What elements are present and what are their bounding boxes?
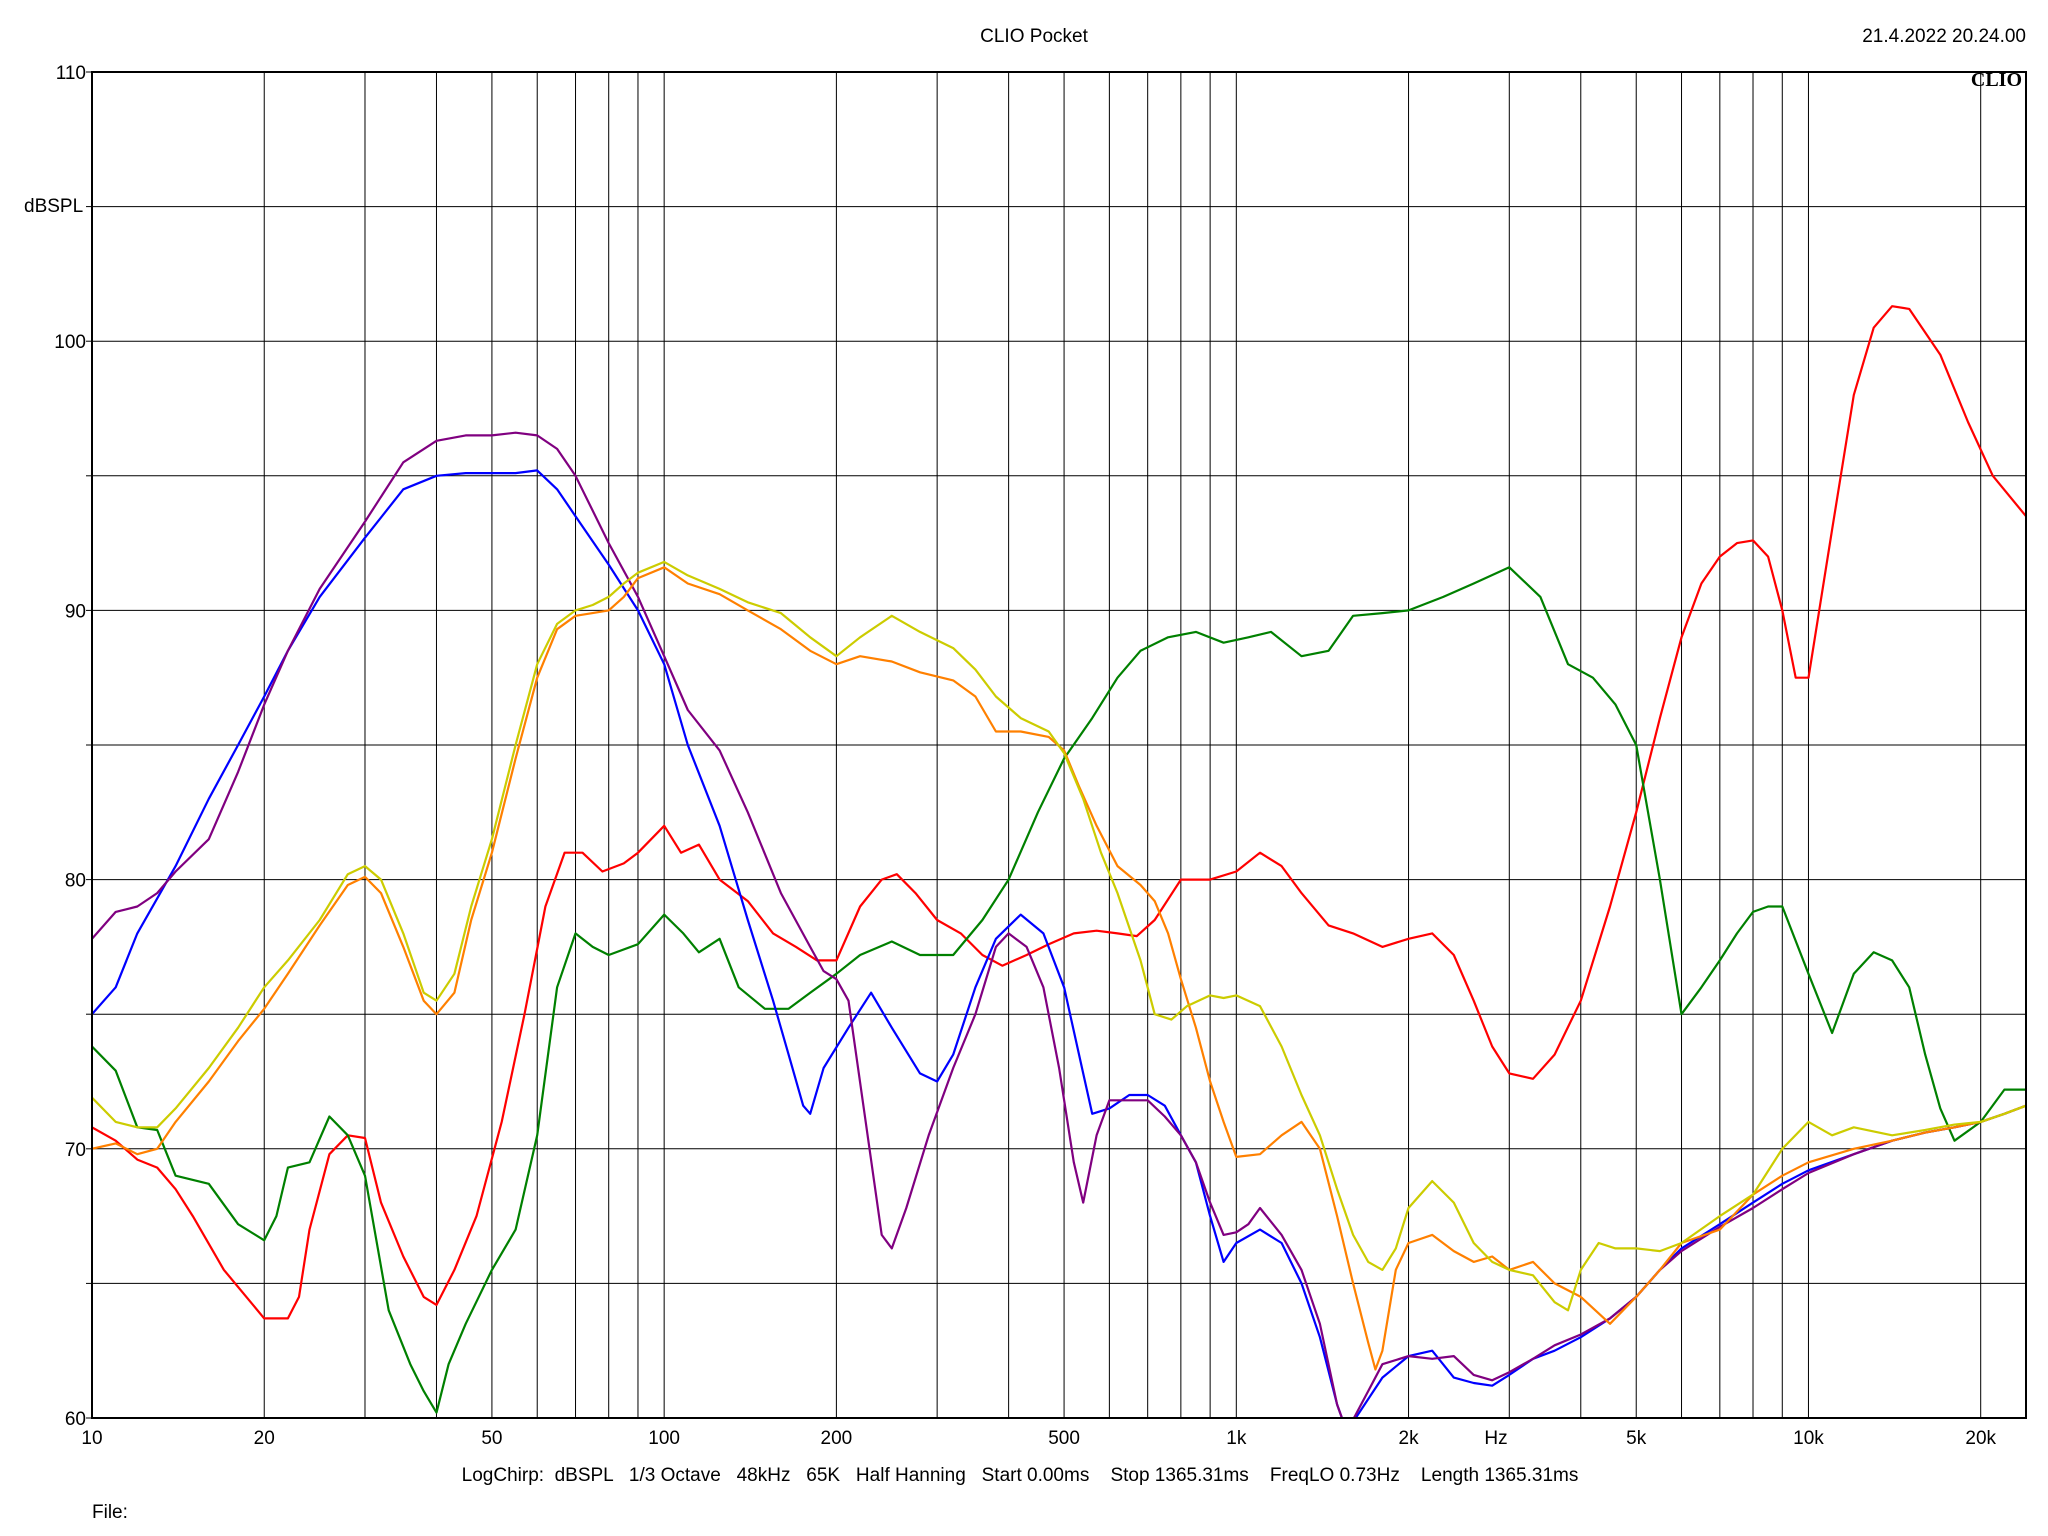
series-line-5	[92, 566, 2026, 1371]
y-tick-label: 70	[65, 1140, 86, 1161]
measurement-settings: LogChirp: dBSPL 1/3 Octave 48kHz 65K Hal…	[462, 1465, 1579, 1486]
series-line-6	[92, 560, 2026, 1312]
y-axis-tick-labels: 60 70 80 90 100 110	[54, 63, 92, 1430]
x-tick-label: 200	[821, 1428, 853, 1449]
x-axis-tick-labels: 10 20 50 100 200 500 1k 2k 5k 10k 20k	[81, 1428, 1996, 1449]
x-tick-label: 50	[481, 1428, 502, 1449]
x-tick-label: 20k	[1965, 1428, 1996, 1449]
series-layer	[92, 305, 2026, 1418]
timestamp: 21.4.2022 20.24.00	[1862, 26, 2026, 47]
x-tick-label: 100	[648, 1428, 680, 1449]
y-tick-label: 110	[56, 63, 86, 84]
clio-brand-logo: CLIO	[1971, 69, 2022, 91]
grid	[92, 72, 2026, 1418]
x-tick-label: 500	[1048, 1428, 1080, 1449]
y-tick-label: 60	[65, 1409, 86, 1430]
y-axis-label: dBSPL	[24, 196, 83, 217]
series-line-1	[92, 305, 2026, 1320]
y-tick-label: 80	[65, 871, 86, 892]
series-line-2	[92, 566, 2026, 1414]
x-tick-label: 10k	[1793, 1428, 1824, 1449]
y-tick-label: 100	[54, 332, 86, 353]
x-tick-label: 20	[254, 1428, 275, 1449]
file-label: File:	[92, 1502, 128, 1523]
plot-frame	[91, 71, 2027, 1419]
x-tick-label: 10	[81, 1428, 102, 1449]
x-tick-label: 2k	[1399, 1428, 1420, 1449]
series-line-4	[92, 431, 2026, 1418]
chart-title: CLIO Pocket	[980, 26, 1088, 47]
x-tick-label: 5k	[1626, 1428, 1647, 1449]
x-axis-label: Hz	[1484, 1428, 1507, 1449]
x-tick-label: 1k	[1226, 1428, 1247, 1449]
y-tick-label: 90	[65, 601, 86, 622]
